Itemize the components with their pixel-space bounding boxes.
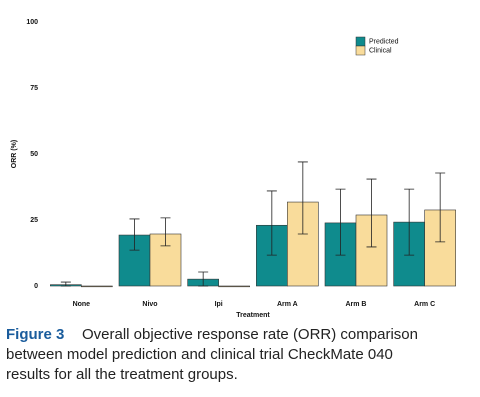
legend-swatch	[355, 36, 366, 47]
caption-line: Overall objective response rate (ORR) co…	[82, 326, 418, 343]
caption-line: between model prediction and clinical tr…	[6, 346, 393, 363]
x-axis-label: Treatment	[236, 312, 270, 319]
caption-label: Figure 3	[6, 326, 64, 343]
bar	[81, 285, 113, 288]
y-tick-label: 0	[34, 283, 38, 290]
error-bar	[160, 217, 171, 247]
error-bar	[404, 188, 415, 256]
bar	[218, 285, 250, 288]
error-bar	[366, 178, 377, 248]
error-bar	[335, 188, 346, 256]
y-tick-label: 25	[30, 217, 38, 224]
error-bar	[435, 172, 446, 243]
error-bar	[297, 161, 308, 235]
y-tick-label: 75	[30, 85, 38, 92]
x-tick-label: Arm A	[277, 301, 298, 308]
legend-swatch	[355, 45, 366, 56]
x-tick-label: None	[73, 301, 91, 308]
y-tick-label: 50	[30, 151, 38, 158]
legend-label: Predicted	[369, 38, 399, 45]
error-bar	[129, 218, 140, 251]
legend-label: Clinical	[369, 47, 392, 54]
y-axis-label: ORR (%)	[11, 140, 18, 168]
x-tick-label: Arm C	[414, 301, 435, 308]
error-bar	[60, 281, 71, 287]
error-bar	[198, 271, 209, 287]
error-bar	[266, 190, 277, 256]
x-tick-label: Ipi	[215, 301, 223, 308]
x-tick-label: Nivo	[142, 301, 157, 308]
caption-line: results for all the treatment groups.	[6, 366, 238, 383]
y-tick-label: 100	[26, 19, 38, 26]
x-tick-label: Arm B	[345, 301, 366, 308]
